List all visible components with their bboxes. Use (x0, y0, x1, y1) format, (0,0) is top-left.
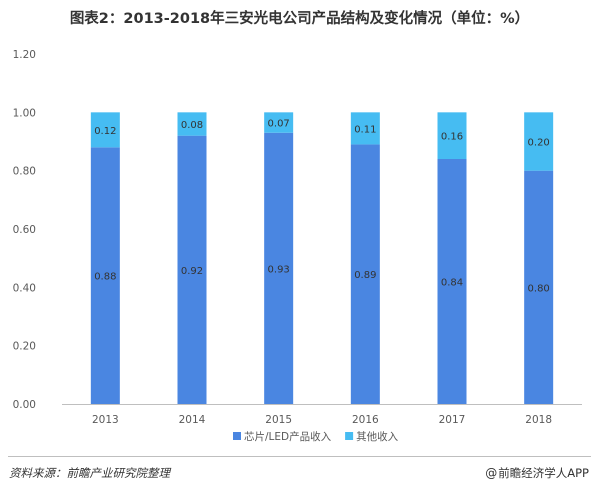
bar-data-label: 0.80 (528, 283, 550, 294)
legend-swatch (345, 432, 354, 440)
x-tick-label: 2017 (439, 414, 466, 426)
bar-segment (264, 112, 294, 133)
y-tick-label: 1.20 (13, 49, 36, 61)
y-tick-label: 1.00 (13, 107, 36, 119)
x-tick-label: 2015 (265, 414, 292, 426)
bar-segment (90, 147, 120, 405)
legend-label: 其他收入 (356, 430, 398, 443)
stacked-bar-chart: 0.00 0.20 0.40 0.60 0.80 1.00 1.20 0.88 0.12 2013… (13, 49, 582, 443)
legend-label: 芯片/LED产品收入 (244, 430, 332, 443)
x-tick-label: 2018 (525, 414, 552, 426)
bar-data-label: 0.08 (181, 120, 203, 131)
source-note: 资料来源：前瞻产业研究院整理 (9, 466, 170, 480)
bar-segment (437, 112, 467, 159)
bar-data-label: 0.07 (268, 119, 290, 130)
bar-segment (437, 159, 467, 404)
at-sign-icon: @ (485, 466, 498, 480)
bar-segment (264, 132, 294, 404)
x-tick-label: 2013 (92, 414, 119, 426)
y-tick-label: 0.60 (13, 224, 36, 236)
bar-segment (524, 170, 554, 404)
footer-divider (8, 456, 591, 457)
bar-data-label: 0.11 (354, 124, 376, 135)
chart-title: 图表2：2013-2018年三安光电公司产品结构及变化情况（单位：%） (69, 11, 530, 27)
x-tick-label: 2014 (179, 414, 206, 426)
legend-swatch (233, 432, 241, 440)
y-tick-label: 0.80 (13, 166, 36, 178)
bar-segment (177, 135, 207, 404)
bar-data-label: 0.93 (268, 264, 290, 275)
bar-data-label: 0.88 (94, 272, 116, 283)
bar-data-label: 0.92 (181, 266, 203, 277)
bar-data-label: 0.89 (354, 270, 376, 281)
bar-segment (177, 112, 207, 136)
bar-segment (350, 144, 380, 404)
bar-data-label: 0.16 (441, 132, 463, 143)
y-tick-label: 0.40 (13, 282, 36, 294)
x-tick-label: 2016 (352, 414, 379, 426)
bar-data-label: 0.84 (441, 278, 463, 289)
bar-segment (350, 112, 380, 145)
y-tick-label: 0.20 (13, 341, 36, 353)
bar-segment (524, 112, 554, 171)
brand-credit: @前瞻经济学人APP (485, 465, 589, 481)
bar-segment (90, 112, 120, 148)
brand-label: 前瞻经济学人APP (498, 466, 589, 480)
bar-data-label: 0.20 (528, 138, 550, 149)
bar-data-label: 0.12 (94, 126, 116, 137)
y-tick-label: 0.00 (13, 399, 36, 411)
